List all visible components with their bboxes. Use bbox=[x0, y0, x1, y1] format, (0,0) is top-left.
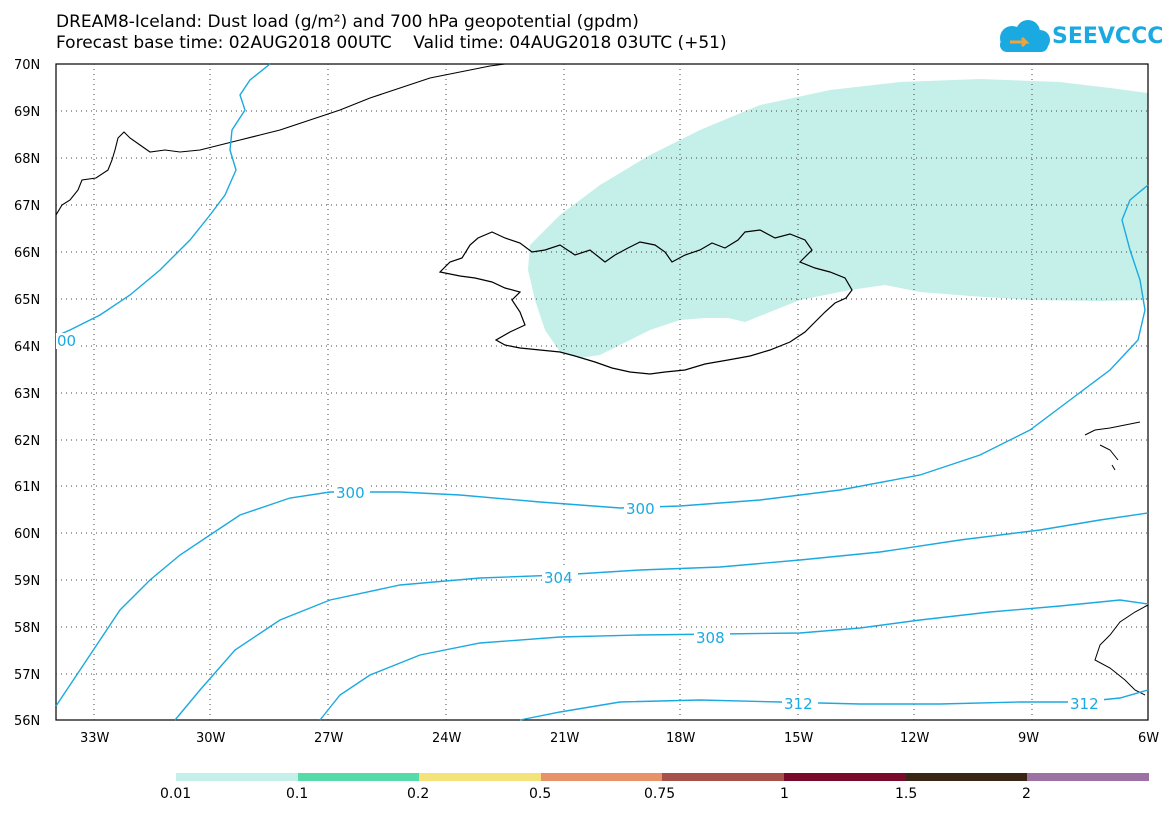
contour-304 bbox=[174, 512, 1149, 721]
lat-label: 62N bbox=[14, 434, 40, 449]
lat-label: 59N bbox=[14, 574, 40, 589]
lat-label: 69N bbox=[14, 105, 40, 120]
lat-label: 58N bbox=[14, 621, 40, 636]
lon-label: 21W bbox=[550, 731, 580, 746]
lon-label: 6W bbox=[1138, 731, 1159, 746]
colorbar-label: 0.2 bbox=[407, 786, 429, 802]
colorbar-swatch bbox=[1027, 773, 1149, 781]
scotland-coastline bbox=[1094, 604, 1149, 696]
contour-312 bbox=[519, 689, 1149, 721]
colorbar-label: 2 bbox=[1022, 786, 1031, 802]
lat-label: 68N bbox=[14, 152, 40, 167]
contour-label-2: 300 bbox=[336, 484, 365, 502]
lon-label: 15W bbox=[784, 731, 814, 746]
cloud-logo-icon bbox=[1000, 20, 1050, 52]
colorbar-label: 0.1 bbox=[286, 786, 308, 802]
lon-label: 24W bbox=[432, 731, 462, 746]
contour-300-west bbox=[55, 534, 211, 707]
colorbar-swatch bbox=[541, 773, 662, 781]
contour-label-5: 308 bbox=[696, 629, 725, 647]
colorbar-swatch bbox=[298, 773, 419, 781]
colorbar-label: 1.5 bbox=[895, 786, 917, 802]
lat-label: 57N bbox=[14, 668, 40, 683]
lat-label: 65N bbox=[14, 293, 40, 308]
greenland-coastline bbox=[55, 63, 506, 216]
colorbar-swatch bbox=[176, 773, 298, 781]
contour-label-1: 00 bbox=[57, 332, 76, 350]
gridlines bbox=[56, 64, 1148, 720]
colorbar: 0.01 0.1 0.2 0.5 0.75 1 1.5 2 bbox=[160, 773, 1149, 802]
plot-frame bbox=[55, 63, 1149, 721]
longitude-labels: 33W 30W 27W 24W 21W 18W 15W 12W 9W 6W bbox=[80, 731, 1159, 746]
lon-label: 12W bbox=[900, 731, 930, 746]
colorbar-label: 1 bbox=[780, 786, 789, 802]
colorbar-label: 0.75 bbox=[644, 786, 675, 802]
lat-label: 67N bbox=[14, 199, 40, 214]
logo-text: SEEVCCC bbox=[1052, 24, 1164, 49]
colorbar-swatch bbox=[419, 773, 541, 781]
lon-label: 27W bbox=[314, 731, 344, 746]
contour-label-4: 304 bbox=[544, 569, 573, 587]
lat-label: 64N bbox=[14, 340, 40, 355]
contour-labels: 00 300 300 304 308 312 312 bbox=[56, 332, 1104, 713]
lon-label: 33W bbox=[80, 731, 110, 746]
lat-label: 70N bbox=[14, 58, 40, 73]
colorbar-label: 0.5 bbox=[529, 786, 551, 802]
map-title: DREAM8-Iceland: Dust load (g/m²) and 700… bbox=[56, 12, 639, 32]
lat-label: 60N bbox=[14, 527, 40, 542]
contour-label-3: 300 bbox=[626, 500, 655, 518]
lon-label: 30W bbox=[196, 731, 226, 746]
lat-label: 56N bbox=[14, 714, 40, 729]
colorbar-swatch bbox=[662, 773, 784, 781]
contour-300 bbox=[209, 184, 1149, 536]
colorbar-swatch bbox=[784, 773, 906, 781]
iceland-coastline bbox=[438, 229, 853, 375]
contour-label-7: 312 bbox=[1070, 695, 1099, 713]
faroe-islands bbox=[1084, 421, 1141, 471]
latitude-labels: 70N 69N 68N 67N 66N 65N 64N 63N 62N 61N … bbox=[14, 58, 40, 729]
colorbar-label: 0.01 bbox=[160, 786, 191, 802]
map-subtitle: Forecast base time: 02AUG2018 00UTC Vali… bbox=[56, 33, 727, 53]
lon-label: 9W bbox=[1018, 731, 1039, 746]
colorbar-swatch bbox=[906, 773, 1027, 781]
contour-label-6: 312 bbox=[784, 695, 813, 713]
lat-label: 63N bbox=[14, 387, 40, 402]
lat-label: 61N bbox=[14, 480, 40, 495]
lat-label: 66N bbox=[14, 246, 40, 261]
contour-left-mid bbox=[55, 63, 271, 337]
dust-load-area bbox=[528, 79, 1148, 358]
lon-label: 18W bbox=[666, 731, 696, 746]
